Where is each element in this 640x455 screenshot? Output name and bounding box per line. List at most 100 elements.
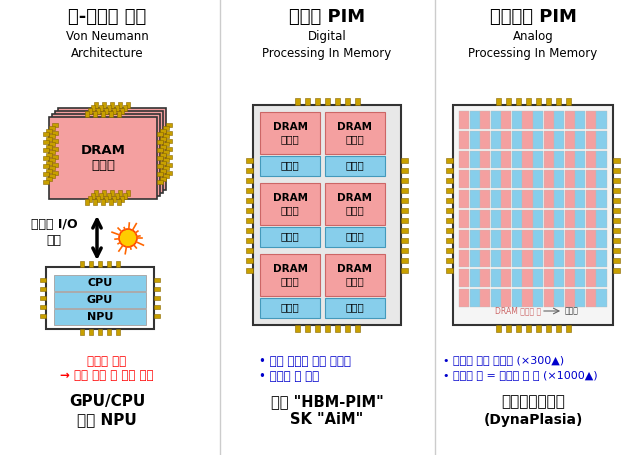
Bar: [613, 177, 620, 182]
Bar: [43, 140, 49, 144]
Text: • 외부 메모리 접근 불필요: • 외부 메모리 접근 불필요: [259, 355, 351, 368]
Bar: [52, 147, 58, 151]
Bar: [94, 190, 98, 196]
Bar: [118, 102, 122, 108]
Bar: [446, 157, 453, 162]
Bar: [85, 199, 89, 205]
Bar: [49, 166, 55, 170]
Bar: [564, 289, 575, 307]
Bar: [470, 171, 479, 188]
Bar: [480, 111, 490, 129]
Bar: [401, 258, 408, 263]
Bar: [564, 230, 575, 248]
Bar: [112, 196, 116, 202]
Bar: [246, 207, 253, 212]
Bar: [459, 151, 469, 168]
Bar: [96, 108, 100, 114]
Text: NPU: NPU: [87, 312, 113, 322]
Circle shape: [119, 229, 137, 247]
Bar: [480, 230, 490, 248]
Text: DRAM
메모리: DRAM 메모리: [337, 122, 372, 144]
Text: Digital
Processing In Memory: Digital Processing In Memory: [262, 30, 392, 60]
Bar: [99, 105, 103, 111]
Text: 연산기: 연산기: [280, 232, 300, 242]
Bar: [324, 98, 330, 105]
Bar: [506, 98, 511, 105]
Bar: [501, 111, 511, 129]
Bar: [294, 98, 300, 105]
Bar: [446, 197, 453, 202]
Bar: [543, 230, 554, 248]
Bar: [246, 167, 253, 172]
Bar: [586, 190, 596, 208]
Bar: [470, 250, 479, 268]
Bar: [596, 250, 607, 268]
Bar: [89, 329, 93, 335]
Bar: [401, 187, 408, 192]
Text: • 메모리 대역 최대화 (×300▲): • 메모리 대역 최대화 (×300▲): [443, 355, 564, 365]
Bar: [110, 190, 114, 196]
Bar: [543, 131, 554, 149]
Bar: [512, 151, 522, 168]
Text: GPU: GPU: [87, 295, 113, 305]
Bar: [88, 108, 92, 114]
Text: 메모리 I/O
병목: 메모리 I/O 병목: [31, 217, 77, 247]
Bar: [525, 325, 531, 332]
Bar: [102, 102, 106, 108]
Bar: [43, 148, 49, 152]
Bar: [512, 190, 522, 208]
Bar: [52, 155, 58, 159]
Bar: [46, 161, 52, 165]
Bar: [491, 131, 500, 149]
Bar: [575, 111, 586, 129]
Bar: [533, 210, 543, 228]
Bar: [459, 190, 469, 208]
Bar: [49, 158, 55, 162]
Bar: [54, 275, 146, 291]
Bar: [446, 217, 453, 222]
Bar: [96, 196, 100, 202]
Bar: [166, 139, 172, 143]
Bar: [52, 163, 58, 167]
Bar: [52, 131, 58, 135]
Bar: [40, 296, 46, 300]
Text: DRAM 메모리 셀: DRAM 메모리 셀: [495, 307, 541, 315]
Bar: [596, 289, 607, 307]
Bar: [575, 230, 586, 248]
Bar: [512, 269, 522, 287]
Bar: [117, 199, 121, 205]
Bar: [564, 151, 575, 168]
Bar: [459, 210, 469, 228]
Bar: [501, 289, 511, 307]
Bar: [46, 145, 52, 149]
Bar: [491, 111, 500, 129]
Bar: [575, 250, 586, 268]
Bar: [355, 325, 360, 332]
Bar: [43, 172, 49, 176]
Bar: [54, 309, 146, 325]
Bar: [260, 227, 320, 247]
Bar: [491, 230, 500, 248]
Bar: [40, 305, 46, 309]
Bar: [446, 268, 453, 273]
Bar: [586, 289, 596, 307]
Text: Analog
Processing In Memory: Analog Processing In Memory: [468, 30, 598, 60]
Bar: [246, 238, 253, 243]
Bar: [491, 250, 500, 268]
Bar: [543, 210, 554, 228]
Bar: [556, 98, 561, 105]
Bar: [401, 268, 408, 273]
Bar: [344, 98, 349, 105]
Bar: [110, 102, 114, 108]
Bar: [459, 250, 469, 268]
Bar: [120, 196, 124, 202]
Text: 삼성 "HBM-PIM": 삼성 "HBM-PIM": [271, 394, 383, 409]
Bar: [501, 269, 511, 287]
Bar: [543, 190, 554, 208]
Bar: [575, 210, 586, 228]
Bar: [46, 169, 52, 173]
Bar: [495, 98, 500, 105]
Bar: [401, 177, 408, 182]
Bar: [596, 171, 607, 188]
Bar: [459, 289, 469, 307]
